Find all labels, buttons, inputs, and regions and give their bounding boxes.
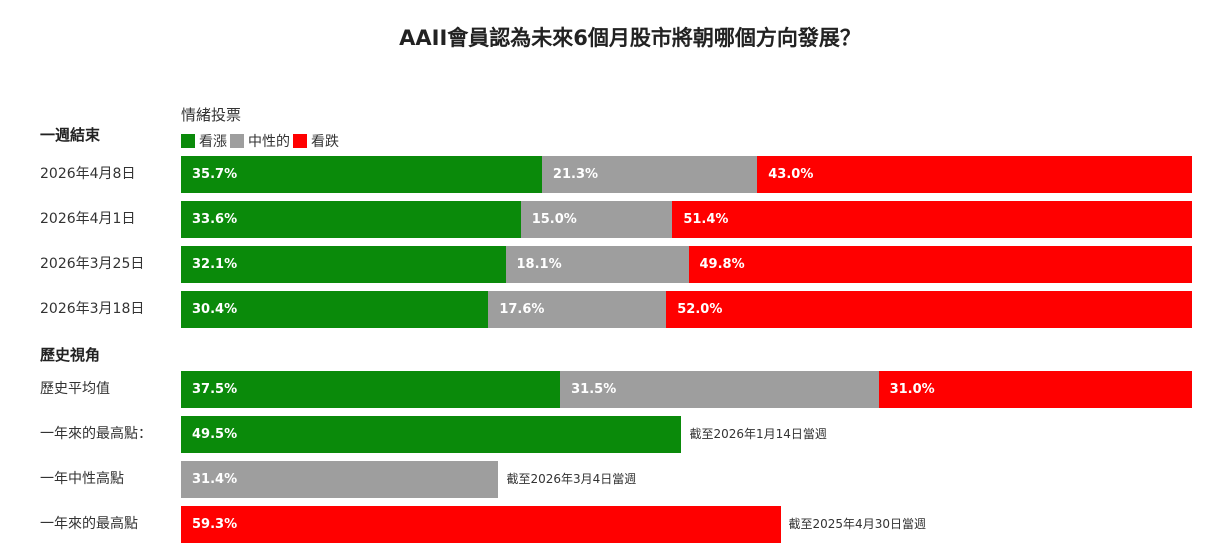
stacked-bar: 31.4% <box>181 461 499 498</box>
bar-segment-bullish: 32.1% <box>181 246 506 283</box>
stacked-bar: 30.4% 17.6% 52.0% <box>181 291 1192 328</box>
legend-item-bearish: 看跌 <box>293 131 339 151</box>
bar-segment-neutral: 15.0% <box>520 201 673 238</box>
legend: 看漲 中性的 看跌 <box>181 131 342 151</box>
bar-segment-bullish: 35.7% <box>181 156 542 193</box>
row-label: 歷史平均值 <box>40 381 110 397</box>
row-label: 一年中性高點 <box>40 471 124 487</box>
bar-segment-bullish: 30.4% <box>181 291 489 328</box>
stacked-bar: 37.5% 31.5% 31.0% <box>181 371 1192 408</box>
chart-title: AAII會員認為未來6個月股市將朝哪個方向發展？ <box>399 26 861 50</box>
bar-segment-neutral: 21.3% <box>541 156 758 193</box>
section-label: 歷史視角 <box>40 346 101 364</box>
bar-segment-bearish: 59.3% <box>181 506 781 543</box>
legend-swatch-bearish <box>293 134 307 148</box>
row-label: 2026年3月25日 <box>40 256 145 272</box>
bar-annotation: 截至2026年3月4日當週 <box>506 472 637 486</box>
stacked-bar: 32.1% 18.1% 49.8% <box>181 246 1192 283</box>
stacked-bar: 33.6% 15.0% 51.4% <box>181 201 1192 238</box>
legend-title: 情緒投票 <box>181 106 242 124</box>
stacked-bar: 49.5% <box>181 416 682 453</box>
legend-item-bullish: 看漲 <box>181 131 227 151</box>
bar-annotation: 截至2025年4月30日當週 <box>788 517 926 531</box>
row-label: 2026年4月1日 <box>40 211 136 227</box>
bar-segment-bearish: 52.0% <box>666 291 1192 328</box>
bar-segment-neutral: 31.5% <box>560 371 879 408</box>
stacked-bar: 59.3% <box>181 506 781 543</box>
row-label: 2026年4月8日 <box>40 166 136 182</box>
bar-segment-bearish: 49.8% <box>688 246 1192 283</box>
legend-label-bullish: 看漲 <box>199 134 227 150</box>
legend-swatch-bullish <box>181 134 195 148</box>
legend-label-bearish: 看跌 <box>311 134 339 150</box>
legend-label-neutral: 中性的 <box>248 134 290 150</box>
row-label: 一年來的最高點： <box>40 426 152 442</box>
row-label: 一年來的最高點 <box>40 516 138 532</box>
bar-segment-bearish: 31.0% <box>878 371 1192 408</box>
legend-swatch-neutral <box>230 134 244 148</box>
bar-segment-bullish: 37.5% <box>181 371 561 408</box>
bar-segment-bullish: 33.6% <box>181 201 521 238</box>
bar-segment-neutral: 31.4% <box>181 461 499 498</box>
bar-segment-bearish: 51.4% <box>672 201 1192 238</box>
section-label: 一週結束 <box>40 126 101 144</box>
bar-segment-bearish: 43.0% <box>757 156 1192 193</box>
legend-item-neutral: 中性的 <box>230 131 290 151</box>
stacked-bar: 35.7% 21.3% 43.0% <box>181 156 1192 193</box>
bar-annotation: 截至2026年1月14日當週 <box>689 427 827 441</box>
bar-segment-neutral: 17.6% <box>488 291 667 328</box>
bar-segment-neutral: 18.1% <box>505 246 689 283</box>
bar-segment-bullish: 49.5% <box>181 416 682 453</box>
row-label: 2026年3月18日 <box>40 301 145 317</box>
